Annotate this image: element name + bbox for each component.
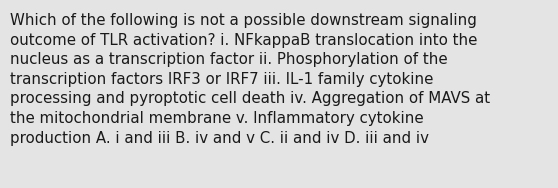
Text: Which of the following is not a possible downstream signaling
outcome of TLR act: Which of the following is not a possible… (10, 13, 490, 146)
